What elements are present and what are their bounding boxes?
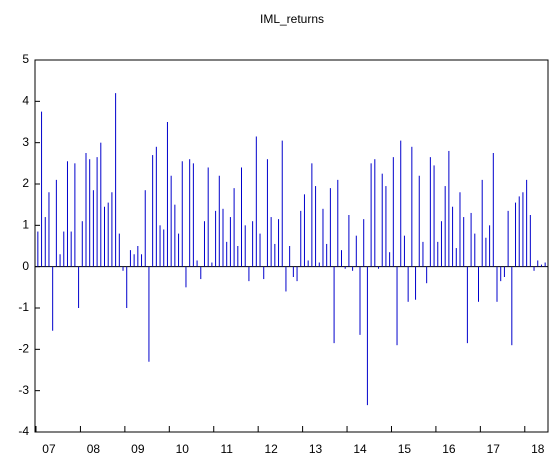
x-tick-label: 13 bbox=[309, 442, 323, 456]
y-tick-label: -1 bbox=[18, 300, 29, 314]
x-tick-label: 18 bbox=[531, 442, 545, 456]
y-tick-label: 2 bbox=[22, 176, 29, 190]
x-tick-label: 08 bbox=[87, 442, 101, 456]
chart-title: IML_returns bbox=[260, 12, 324, 26]
plot-frame bbox=[34, 59, 549, 433]
y-tick-label: 0 bbox=[22, 259, 29, 273]
x-tick-label: 10 bbox=[176, 442, 190, 456]
y-tick-label: 3 bbox=[22, 135, 29, 149]
x-tick-label: 11 bbox=[220, 442, 233, 456]
y-tick-label: 4 bbox=[22, 94, 29, 108]
x-tick-label: 07 bbox=[42, 442, 56, 456]
y-tick-label: 5 bbox=[22, 52, 29, 66]
x-tick-label: 15 bbox=[398, 442, 412, 456]
y-tick-label: -2 bbox=[18, 342, 29, 356]
x-tick-label: 14 bbox=[353, 442, 367, 456]
y-tick-label: -3 bbox=[18, 383, 29, 397]
x-tick-label: 09 bbox=[131, 442, 145, 456]
x-tick-label: 16 bbox=[442, 442, 456, 456]
x-tick-label: 12 bbox=[264, 442, 278, 456]
y-tick-label: -4 bbox=[18, 424, 29, 438]
x-tick-label: 17 bbox=[487, 442, 501, 456]
y-tick-label: 1 bbox=[22, 218, 29, 232]
